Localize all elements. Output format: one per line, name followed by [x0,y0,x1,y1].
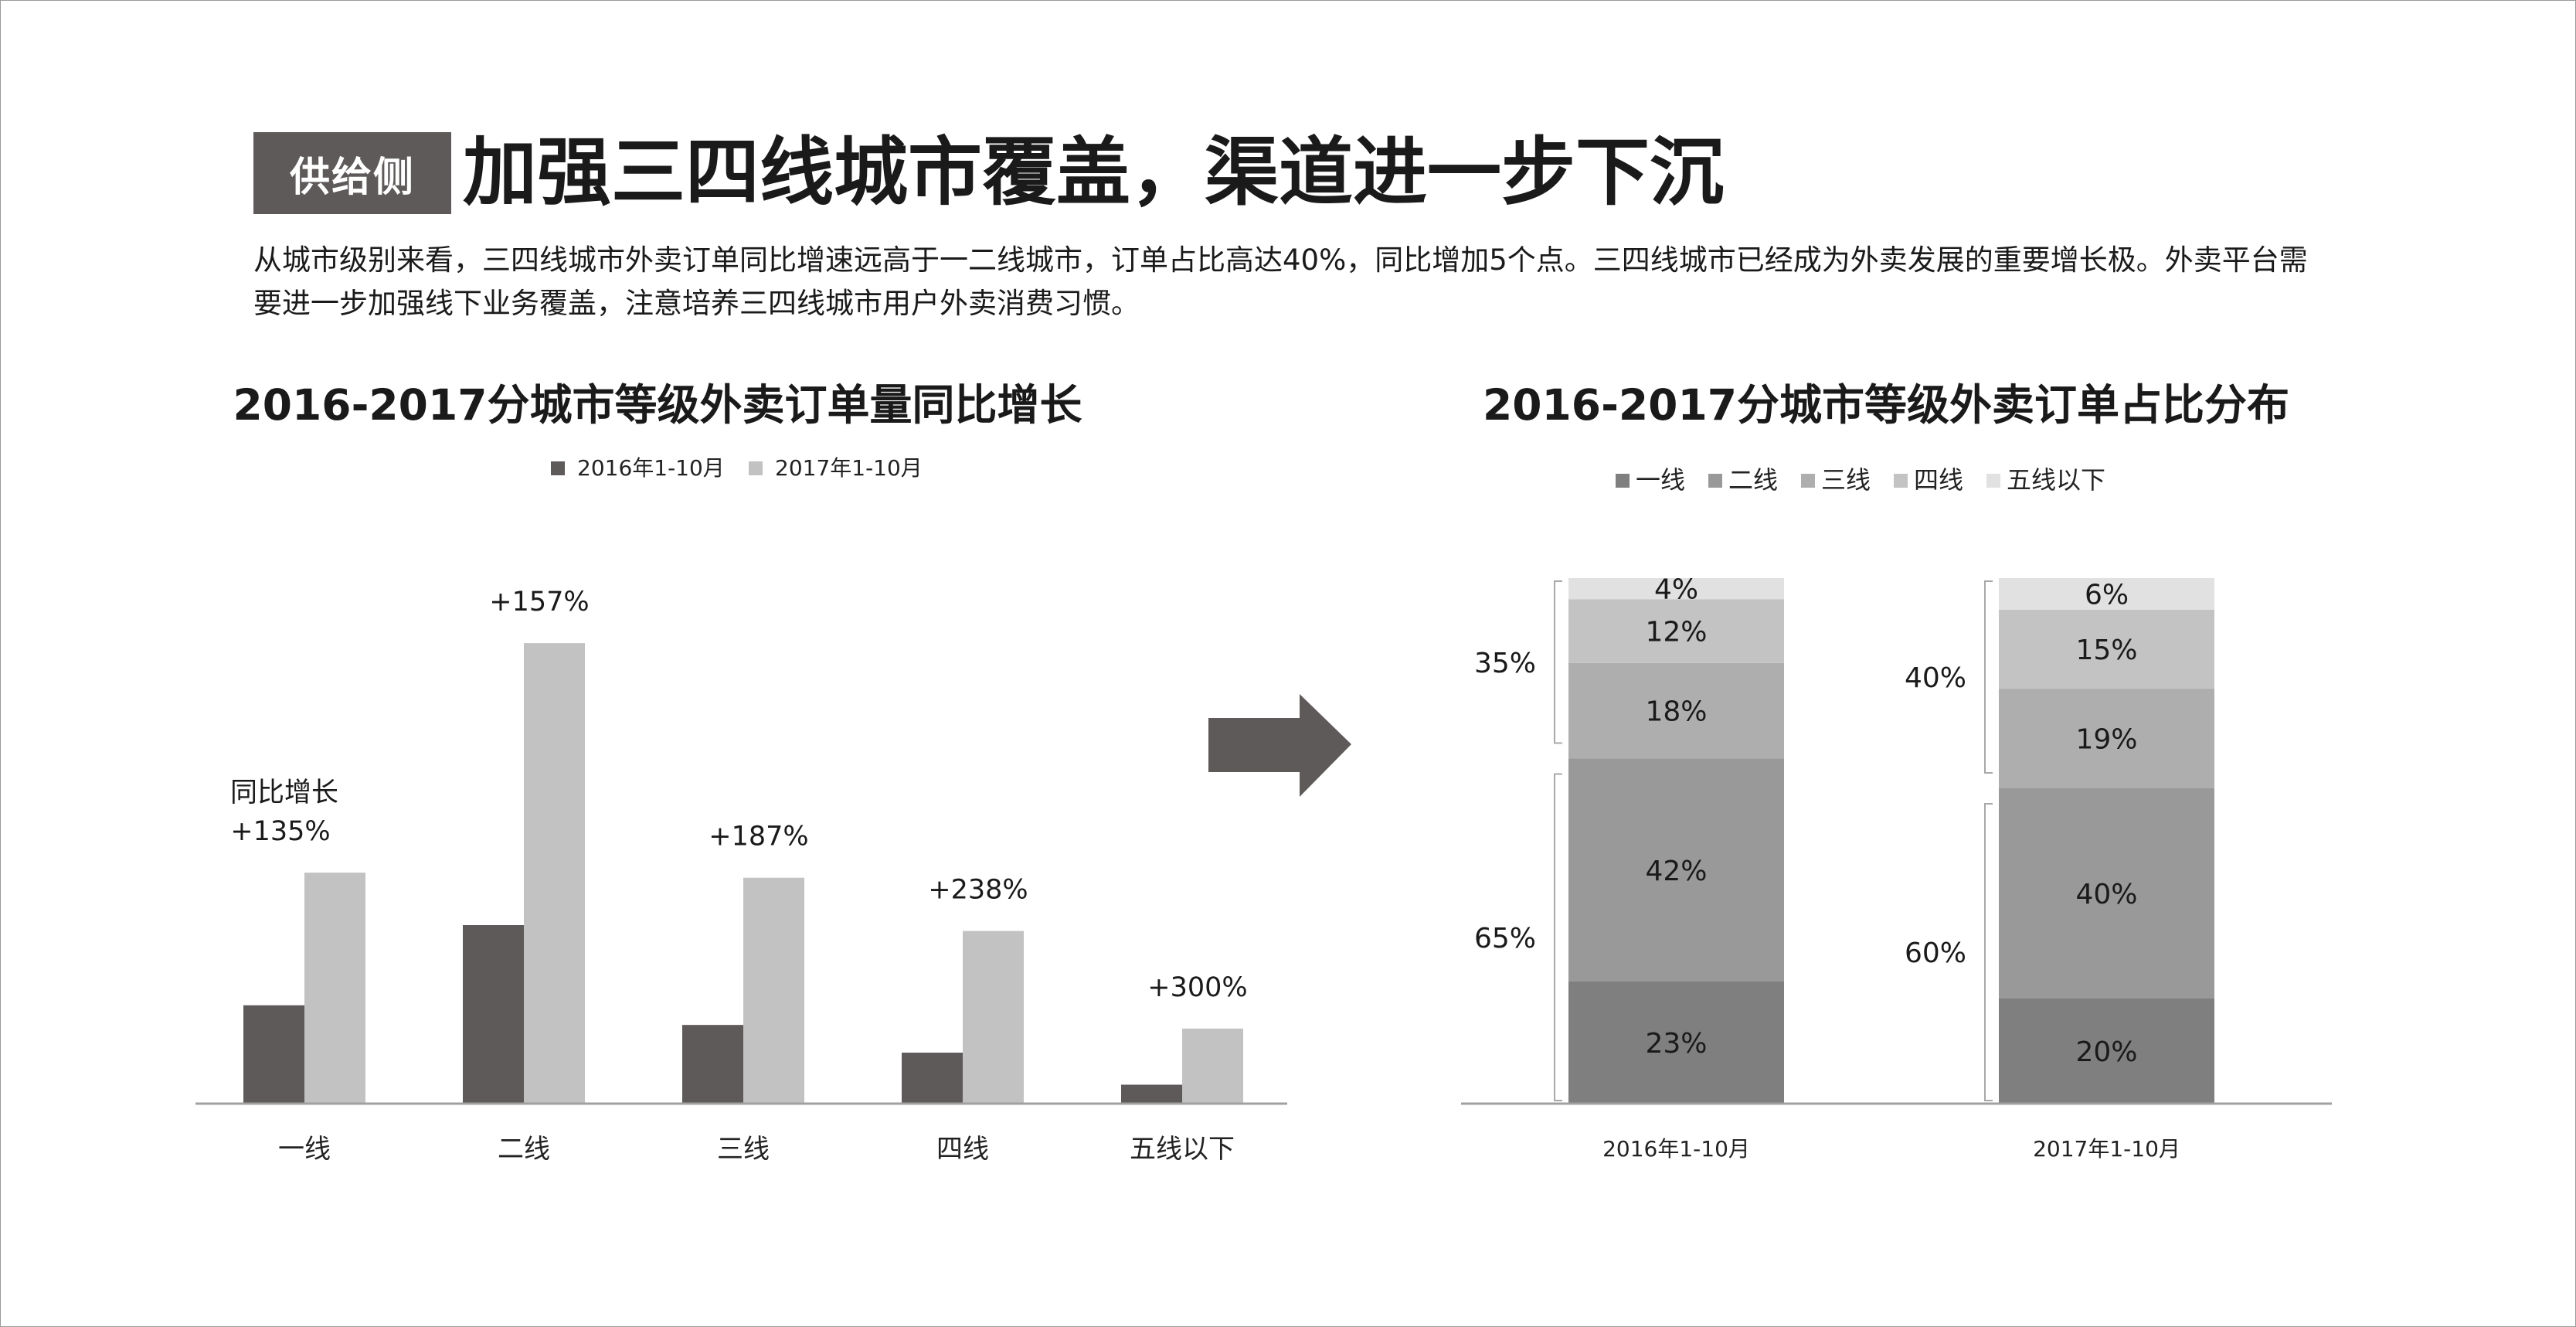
right-arrow-icon [1208,694,1351,797]
legend-label-tier-4: 四线 [1914,465,1963,495]
segment-label: 12% [1645,617,1707,648]
growth-label: +238% [928,875,1028,906]
legend-swatch-2016 [551,461,565,475]
section-tag: 供给侧 [253,132,451,214]
growth-label: +187% [709,822,808,852]
segment-label: 4% [1654,574,1698,606]
stack-segment-tier-5 [1568,578,1784,600]
x-tick-label: 五线以下 [1130,1134,1235,1165]
legend-swatch-tier-3 [1801,474,1815,488]
legend-label-tier-1: 一线 [1636,465,1685,495]
x-tick-label: 四线 [936,1134,989,1165]
stack-segment-tier-2 [1568,758,1784,982]
stacked-chart-title: 2016-2017分城市等级外卖订单占比分布 [1483,380,2289,430]
group-label-lower: 65% [1474,923,1536,954]
segment-label: 23% [1645,1028,1707,1060]
bar-2016-2 [682,1025,743,1104]
legend-swatch-2017 [749,461,763,475]
bar-2017-0 [304,873,365,1104]
legend-label-2016: 2016年1-10月 [577,455,725,481]
stack-segment-tier-1 [1568,982,1784,1104]
legend-swatch-tier-4 [1894,474,1908,488]
x-tick-label: 2017年1-10月 [2033,1136,2180,1162]
legend-label-2017: 2017年1-10月 [775,455,923,481]
segment-label: 42% [1645,856,1707,887]
group-label-upper: 35% [1474,648,1536,679]
summary-text: 从城市级别来看，三四线城市外卖订单同比增速远高于一二线城市，订单占比高达40%，… [253,243,2308,320]
growth-label: +135% [230,816,330,847]
growth-label: +300% [1147,972,1247,1003]
x-tick-label: 一线 [278,1134,331,1165]
bracket-lower [1984,803,1993,1101]
legend-label-tier-2: 二线 [1728,465,1778,495]
growth-annotation-title: 同比增长 [230,777,338,808]
stack-segment-tier-5 [1999,578,2214,610]
group-label-lower: 60% [1905,937,1966,969]
segment-label: 20% [2075,1036,2137,1068]
stack-segment-tier-3 [1999,688,2214,788]
bar-2016-1 [463,925,524,1104]
legend-label-tier-3: 三线 [1821,465,1871,495]
bar-2016-4 [1121,1084,1182,1104]
segment-label: 18% [1645,696,1707,728]
bar-2016-3 [902,1053,963,1104]
growth-label: +157% [489,587,589,618]
stack-segment-tier-1 [1999,999,2214,1104]
bar-2017-2 [743,877,804,1104]
x-tick-label: 二线 [498,1134,550,1165]
bar-chart-title: 2016-2017分城市等级外卖订单量同比增长 [233,380,1082,430]
segment-label: 15% [2075,635,2137,666]
bar-2016-0 [243,1005,304,1104]
legend-swatch-tier-1 [1616,474,1630,488]
segment-label: 19% [2075,723,2137,755]
bracket-upper [1554,580,1562,744]
bracket-upper [1984,580,1993,774]
group-label-upper: 40% [1905,662,1966,694]
stack-segment-tier-2 [1999,788,2214,999]
legend-swatch-tier-5 [1986,474,2000,488]
page-title: 加强三四线城市覆盖，渠道进一步下沉 [463,129,1724,216]
legend-label-tier-5: 五线以下 [2007,465,2105,495]
x-tick-label: 三线 [717,1134,770,1165]
stack-segment-tier-4 [1568,599,1784,663]
stack-segment-tier-4 [1999,609,2214,689]
bar-2017-4 [1182,1028,1243,1104]
bracket-lower [1554,773,1562,1101]
segment-label: 6% [2085,579,2129,611]
x-tick-label: 2016年1-10月 [1602,1136,1750,1162]
segment-label: 40% [2075,879,2137,910]
stack-segment-tier-3 [1568,662,1784,759]
bar-2017-1 [524,643,585,1104]
legend-swatch-tier-2 [1708,474,1722,488]
bar-2017-3 [963,931,1024,1104]
